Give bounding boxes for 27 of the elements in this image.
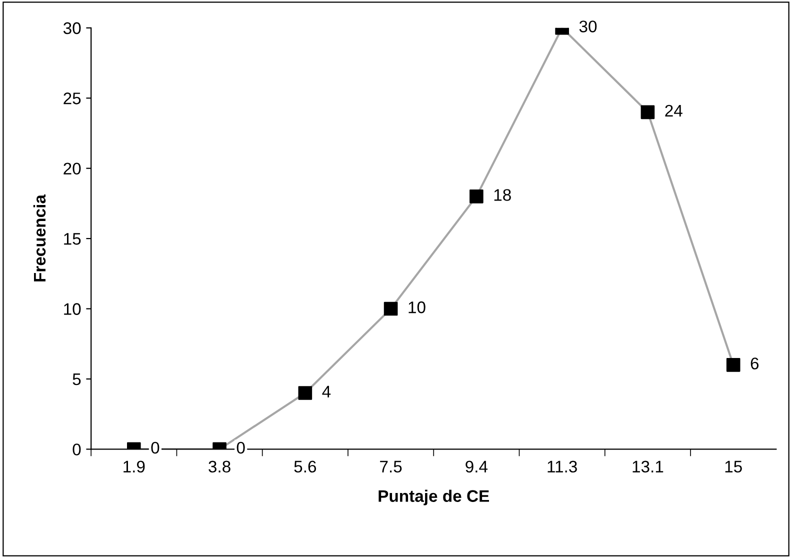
x-tick-label: 15 — [725, 460, 742, 473]
data-label: 18 — [494, 189, 511, 201]
x-tick-label: 5.6 — [294, 460, 316, 473]
y-tick-label: 20 — [64, 162, 81, 175]
data-label: 4 — [322, 386, 331, 398]
data-label: 0 — [151, 442, 160, 454]
x-tick-label: 7.5 — [380, 460, 402, 473]
data-label: 10 — [408, 301, 426, 314]
x-tick-label: 1.9 — [124, 460, 145, 473]
data-label: 6 — [750, 358, 759, 370]
data-label: 0 — [236, 442, 245, 454]
y-tick-label: 30 — [63, 22, 81, 34]
y-tick-label: 25 — [64, 92, 81, 104]
data-label: 24 — [665, 104, 682, 116]
x-tick-label: 13.1 — [632, 460, 664, 473]
y-tick-label: 5 — [72, 374, 81, 386]
point — [384, 302, 398, 316]
x-tick-label: 11.3 — [548, 460, 577, 473]
y-axis-title: Frecuencia — [33, 194, 46, 282]
data-label: 30 — [579, 20, 597, 32]
y-tick-label: 15 — [64, 233, 81, 245]
x-tick-label: 9.4 — [466, 460, 488, 473]
y-tick-label: 0 — [72, 444, 81, 456]
y-tick-label: 10 — [64, 303, 81, 315]
point — [470, 190, 484, 204]
x-axis-title: Puntaje de CE — [378, 490, 490, 506]
x-tick-label: 3.8 — [208, 460, 230, 473]
